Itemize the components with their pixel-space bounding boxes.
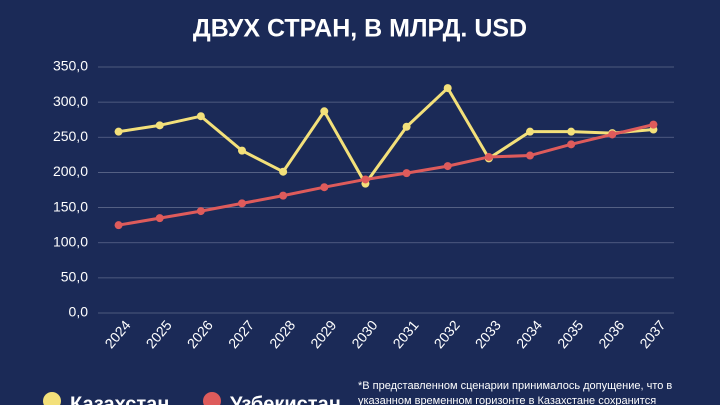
series-line xyxy=(118,123,654,227)
data-point xyxy=(320,107,329,116)
y-tick-label: 50,0 xyxy=(61,269,88,285)
data-point xyxy=(608,130,617,139)
data-point xyxy=(649,120,658,129)
data-point xyxy=(567,127,576,136)
x-tick-label: 2035 xyxy=(554,317,586,351)
series-line xyxy=(118,85,654,187)
x-tick-label: 2028 xyxy=(266,317,298,351)
data-point xyxy=(443,84,452,93)
data-point xyxy=(526,151,534,160)
data-point xyxy=(196,207,205,216)
data-point xyxy=(402,169,411,178)
x-tick-label: 2030 xyxy=(348,317,380,351)
data-point xyxy=(238,199,246,208)
legend-label: Узбекистан xyxy=(230,393,341,405)
x-tick-label: 2031 xyxy=(389,317,421,351)
data-point xyxy=(279,167,288,176)
data-point xyxy=(402,122,411,131)
x-tick-label: 2026 xyxy=(184,317,216,351)
y-tick-label: 350,0 xyxy=(53,58,88,74)
data-point xyxy=(155,214,164,223)
data-point xyxy=(567,140,576,149)
legend-marker xyxy=(203,392,221,405)
chart-title: ДВУХ СТРАН, В МЛРД. USD xyxy=(193,15,527,43)
legend-marker xyxy=(43,392,61,405)
y-tick-label: 300,0 xyxy=(53,93,88,109)
legend-label: Казахстан xyxy=(70,393,169,405)
data-point xyxy=(320,183,329,192)
data-point xyxy=(196,112,205,121)
data-point xyxy=(279,191,288,200)
x-tick-label: 2027 xyxy=(225,317,257,351)
data-point xyxy=(114,127,123,136)
x-tick-label: 2024 xyxy=(101,317,133,351)
x-tick-label: 2025 xyxy=(143,317,175,351)
footnote: *В представленном сценарии принималось д… xyxy=(358,380,672,392)
data-point xyxy=(155,121,164,130)
data-point xyxy=(526,127,534,136)
y-tick-label: 0,0 xyxy=(69,304,89,320)
data-point xyxy=(484,152,493,161)
x-tick-label: 2034 xyxy=(513,317,545,351)
x-tick-label: 2029 xyxy=(307,317,339,351)
y-tick-label: 150,0 xyxy=(53,198,88,214)
x-tick-label: 2037 xyxy=(636,317,668,351)
data-point xyxy=(114,221,123,230)
x-tick-label: 2032 xyxy=(431,317,463,351)
data-point xyxy=(443,162,452,171)
data-point xyxy=(238,146,246,155)
y-tick-label: 100,0 xyxy=(53,233,88,249)
footnote: указанном временном горизонте в Казахста… xyxy=(358,395,656,405)
x-tick-label: 2033 xyxy=(472,317,504,351)
y-tick-label: 250,0 xyxy=(53,128,88,144)
data-point xyxy=(361,175,370,184)
y-tick-label: 200,0 xyxy=(53,163,88,179)
x-tick-label: 2036 xyxy=(595,317,627,351)
